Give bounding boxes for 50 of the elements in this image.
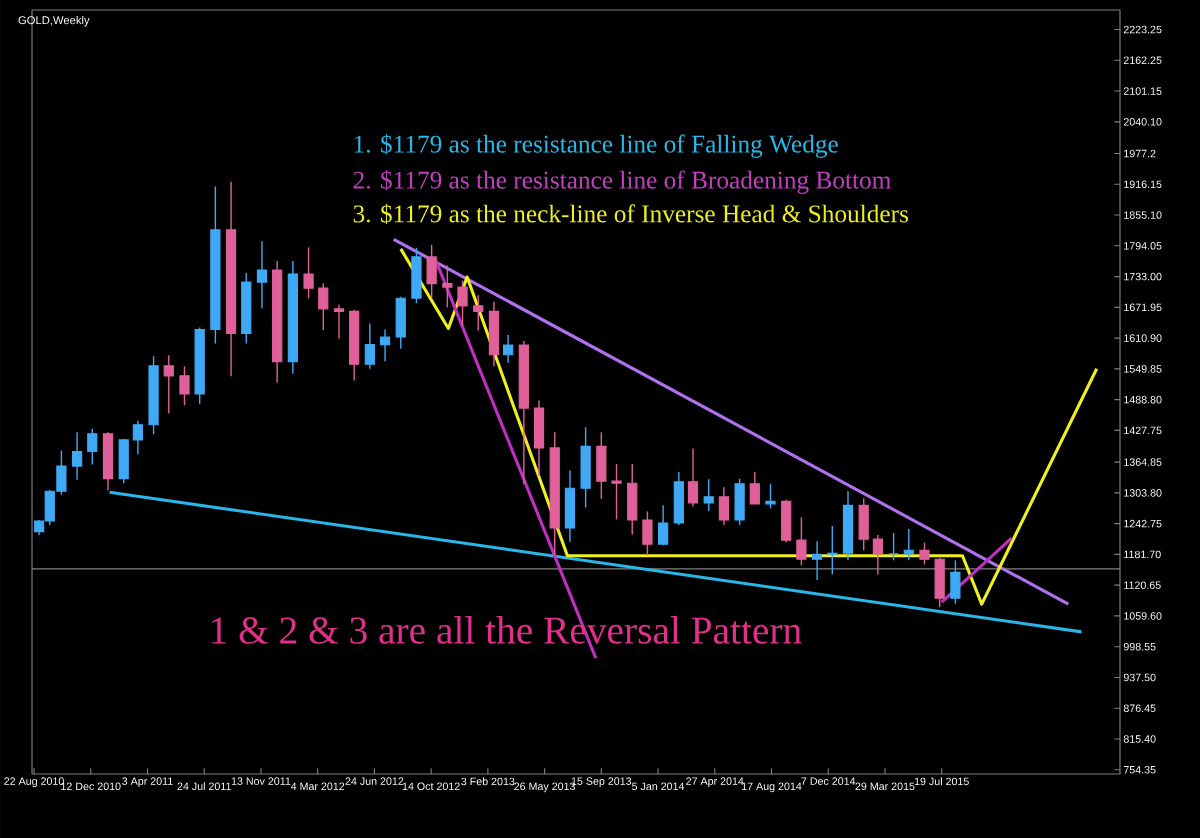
candlestick	[703, 478, 714, 512]
candlestick	[827, 525, 838, 576]
annotation: 3. $1179 as the neck-line of Inverse Head & Shoulders	[353, 203, 909, 225]
candlestick	[333, 304, 345, 340]
candlestick	[642, 510, 653, 556]
candlestick	[488, 301, 500, 367]
candlestick	[673, 471, 684, 526]
candlestick	[872, 534, 884, 576]
candlestick	[658, 504, 669, 546]
candlestick	[611, 463, 622, 521]
candlestick	[256, 240, 268, 310]
candlestick	[457, 279, 468, 327]
candlestick	[71, 431, 83, 481]
candlestick	[303, 246, 314, 299]
candlestick	[533, 399, 545, 477]
candlestick	[749, 471, 760, 505]
candlestick	[179, 365, 190, 406]
candlestick	[395, 296, 406, 350]
candlestick	[426, 244, 437, 299]
candlestick	[503, 334, 514, 364]
candlestick	[718, 486, 730, 526]
candlestick	[564, 469, 576, 543]
candlestick	[411, 247, 422, 304]
candlestick	[379, 328, 391, 362]
candlestick	[132, 419, 143, 456]
candlestick	[163, 354, 174, 414]
candlestick	[687, 447, 699, 508]
candlestick	[118, 438, 129, 484]
candlestick	[950, 559, 961, 605]
candlestick	[888, 532, 899, 562]
candlestick	[934, 557, 945, 608]
candlestick	[627, 463, 638, 536]
candlestick	[811, 540, 823, 581]
candlestick	[318, 282, 329, 331]
candlestick	[765, 483, 776, 510]
candlestick	[473, 294, 484, 332]
candlestick	[734, 477, 745, 526]
candlestick	[842, 490, 854, 562]
candlestick	[87, 428, 98, 466]
candlestick	[580, 426, 591, 509]
candlestick	[796, 516, 807, 567]
annotation: 2. $1179 as the resistance line of Broadening Bottom	[353, 170, 892, 194]
candlestick	[919, 541, 930, 566]
candlestick	[364, 322, 375, 370]
candlestick	[596, 431, 607, 500]
candlestick	[102, 431, 114, 491]
candlestick	[442, 264, 453, 309]
candlestick	[781, 499, 792, 543]
annotation: 1. $1179 as the resistance line of Falling Wedge	[354, 134, 838, 158]
candlestick	[858, 497, 869, 551]
